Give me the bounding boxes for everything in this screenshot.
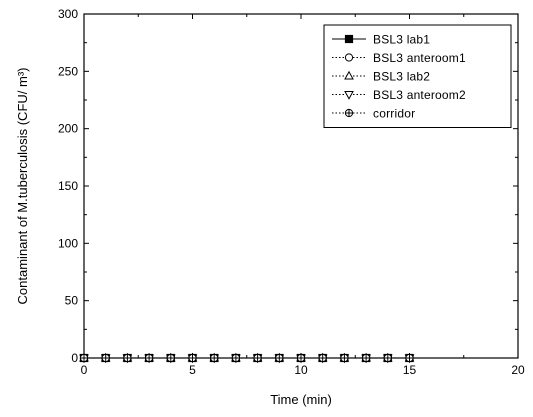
y-tick-label: 0 (71, 351, 78, 365)
legend-marker (344, 70, 354, 80)
legend-label: corridor (373, 107, 415, 121)
y-tick-label: 250 (58, 64, 78, 78)
legend-item: BSL3 lab2 (332, 70, 430, 84)
y-tick-label: 50 (65, 294, 79, 308)
y-tick-label: 100 (58, 236, 78, 250)
legend-marker (344, 53, 354, 62)
x-tick-label: 10 (294, 363, 308, 377)
x-axis-title: Time (min) (270, 392, 332, 407)
x-tick-label: 20 (511, 363, 525, 377)
legend-label: BSL3 anteroom1 (373, 51, 466, 65)
x-tick-label: 0 (81, 363, 88, 377)
y-tick-label: 300 (58, 7, 78, 21)
legend-item: BSL3 anteroom1 (332, 51, 466, 65)
legend-item: BSL3 anteroom2 (332, 88, 466, 102)
legend-label: BSL3 lab2 (373, 70, 430, 84)
legend-marker (344, 91, 354, 100)
y-tick-label: 150 (58, 179, 78, 193)
y-tick-label: 200 (58, 122, 78, 136)
legend-marker (344, 34, 354, 44)
legend-label: BSL3 anteroom2 (373, 88, 466, 102)
legend-box (323, 24, 512, 128)
legend-label: BSL3 lab1 (373, 33, 430, 47)
x-tick-label: 5 (189, 363, 196, 377)
series-4 (79, 353, 414, 363)
legend-item: BSL3 lab1 (332, 33, 430, 47)
y-axis-title: Contaminant of M.tuberculosis (CFU/ m³) (15, 68, 30, 305)
legend-item: corridor (332, 107, 415, 121)
x-tick-label: 15 (403, 363, 417, 377)
